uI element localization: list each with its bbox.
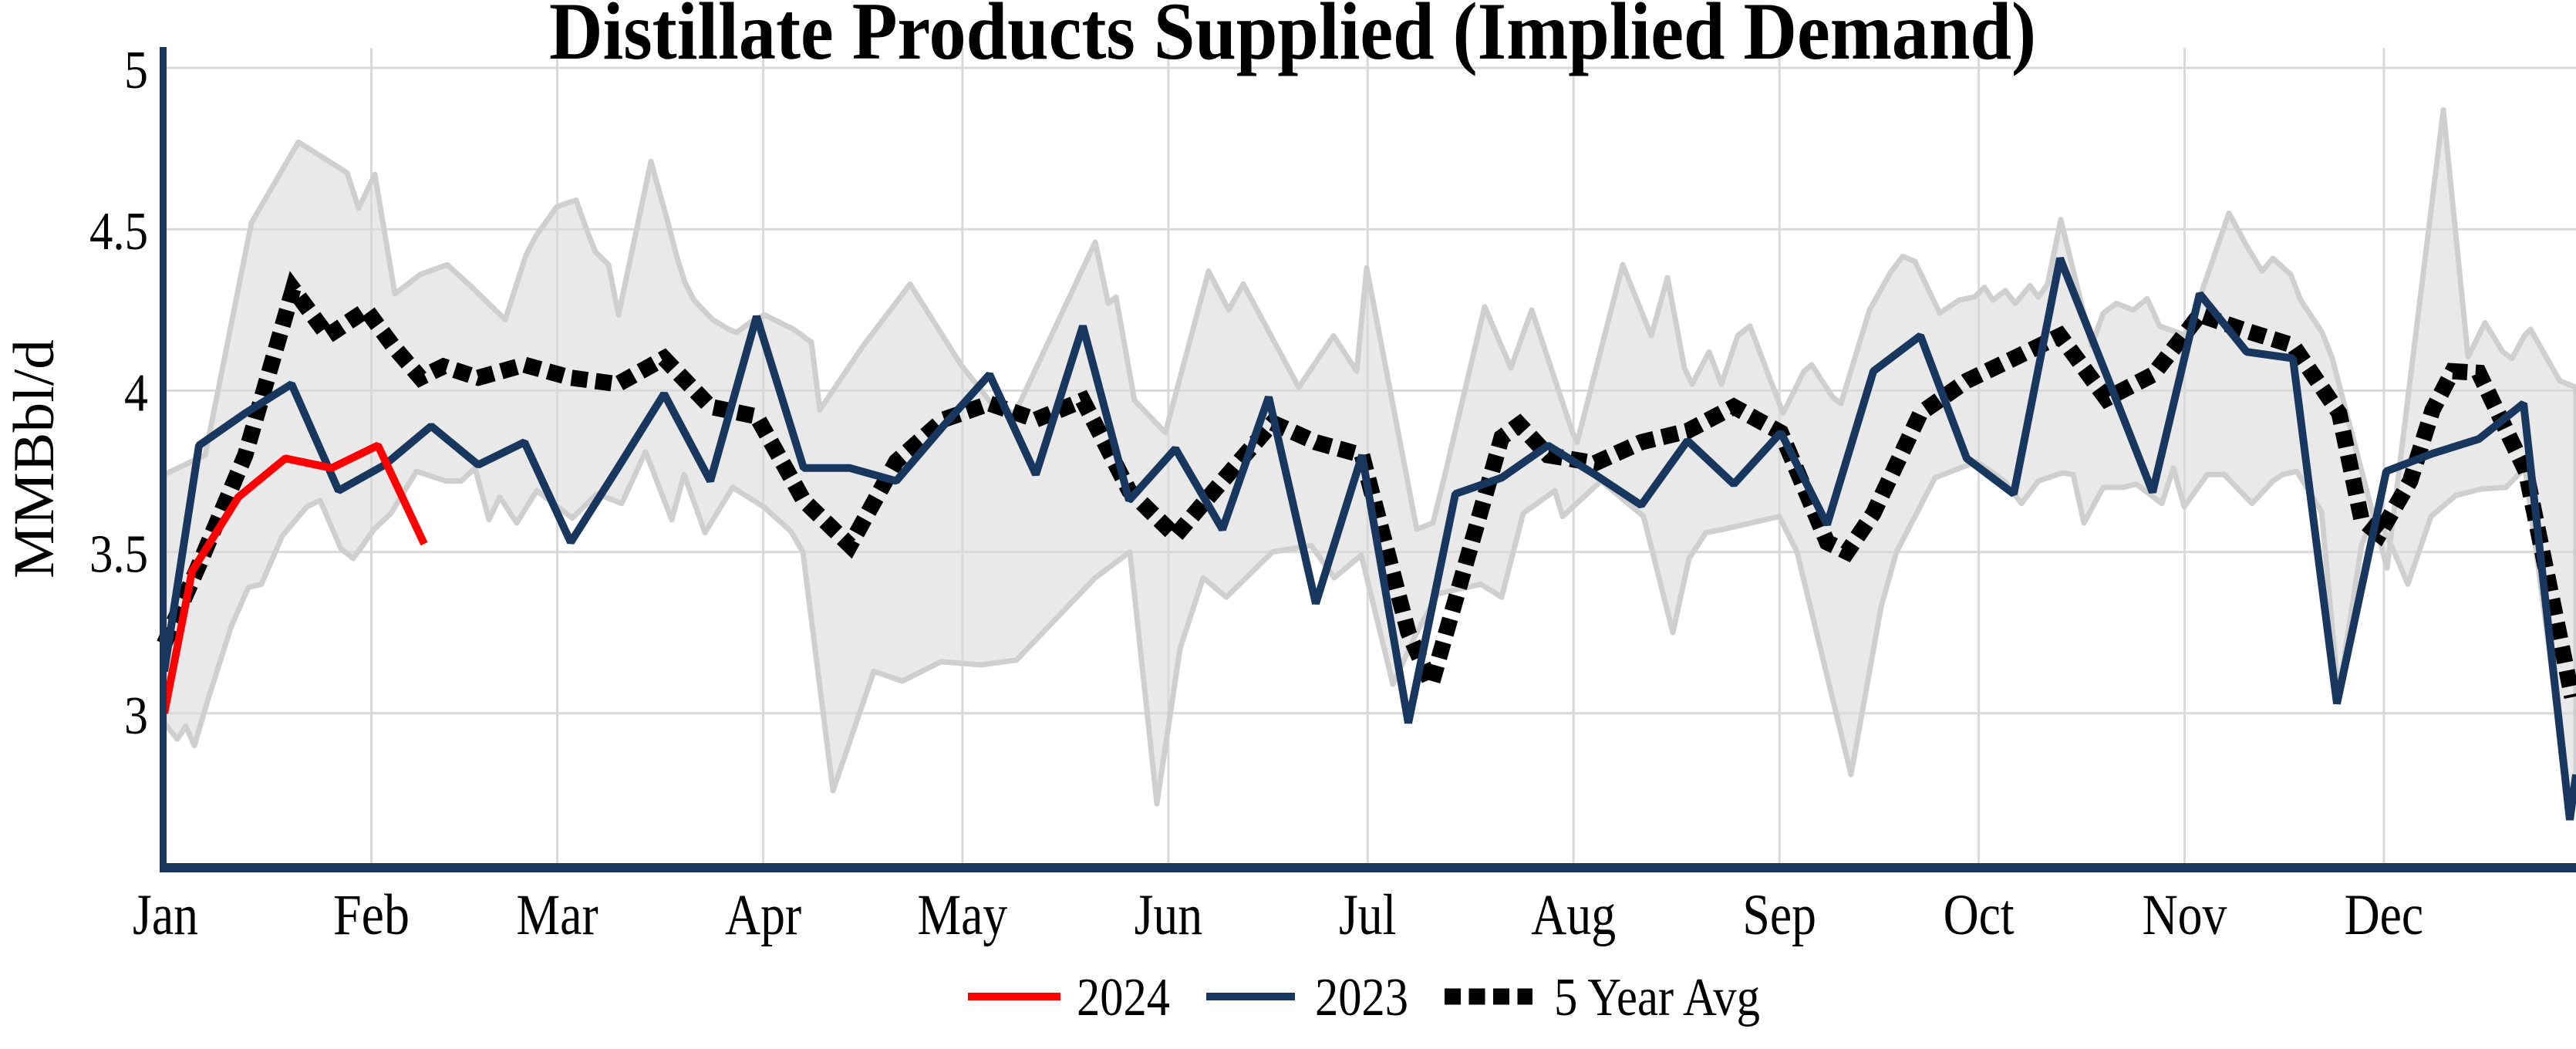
svg-text:Aug: Aug (1531, 883, 1616, 947)
svg-text:May: May (918, 883, 1008, 947)
svg-text:Jan: Jan (133, 883, 198, 947)
svg-text:Jul: Jul (1339, 883, 1396, 947)
svg-text:Nov: Nov (2143, 883, 2227, 947)
svg-text:Mar: Mar (517, 883, 598, 947)
svg-text:Oct: Oct (1944, 883, 2015, 947)
svg-text:2023: 2023 (1315, 968, 1408, 1027)
svg-text:3.5: 3.5 (89, 525, 148, 585)
svg-text:Apr: Apr (725, 883, 801, 947)
svg-text:Dec: Dec (2345, 883, 2424, 947)
svg-text:Feb: Feb (333, 883, 410, 947)
svg-text:Distillate Products Supplied (: Distillate Products Supplied (Implied De… (549, 0, 2036, 76)
svg-text:2024: 2024 (1077, 968, 1170, 1027)
svg-text:5: 5 (124, 41, 148, 100)
svg-text:Sep: Sep (1742, 883, 1816, 947)
svg-text:MMBbl/d: MMBbl/d (2, 339, 66, 578)
svg-text:5 Year Avg: 5 Year Avg (1554, 968, 1760, 1027)
svg-text:4.5: 4.5 (89, 202, 148, 261)
svg-text:Jun: Jun (1135, 883, 1203, 947)
svg-text:4: 4 (124, 363, 148, 423)
svg-text:3: 3 (124, 686, 148, 746)
